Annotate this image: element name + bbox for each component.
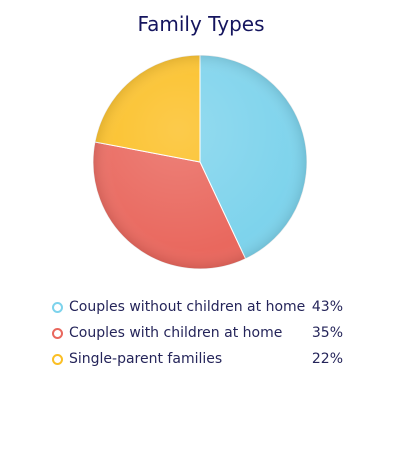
- legend-label: Couples with children at home: [69, 325, 283, 341]
- pie-chart: [92, 54, 308, 270]
- chart-title: Family Types: [137, 12, 265, 36]
- legend-marker-icon: [52, 327, 63, 339]
- legend-marker-icon: [52, 301, 63, 313]
- legend-label: Single-parent families: [69, 351, 223, 367]
- legend-label: Couples without children at home: [69, 299, 306, 315]
- legend-item[interactable]: Single-parent families 22%: [52, 346, 352, 372]
- legend-marker-icon: [52, 353, 63, 365]
- legend-item[interactable]: Couples without children at home 43%: [52, 294, 352, 320]
- legend: Couples without children at home 43% Cou…: [52, 294, 352, 372]
- legend-value: 43%: [311, 299, 343, 315]
- legend-item[interactable]: Couples with children at home 35%: [52, 320, 352, 346]
- legend-value: 35%: [311, 325, 343, 341]
- legend-value: 22%: [311, 351, 343, 367]
